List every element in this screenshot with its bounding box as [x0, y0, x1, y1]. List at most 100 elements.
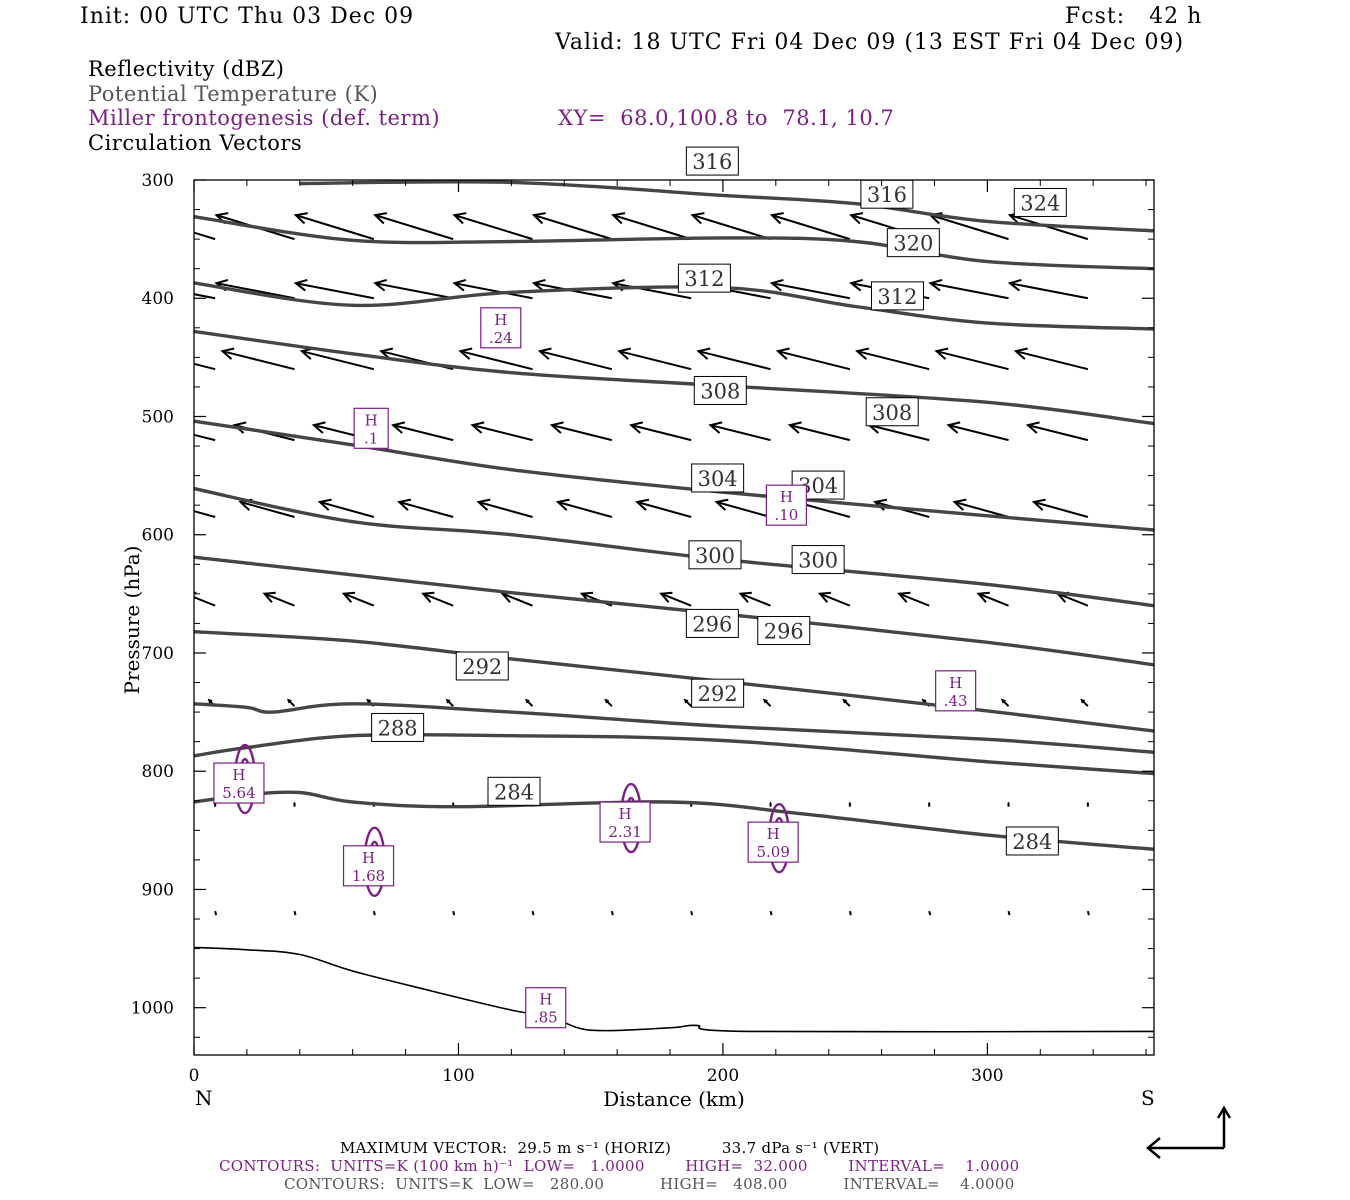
circulation-vector	[898, 592, 930, 607]
vector-arrowhead	[611, 212, 626, 225]
circulation-vector	[472, 424, 533, 442]
vector-arrowhead	[1007, 801, 1010, 806]
vector-arrowhead	[397, 498, 412, 511]
y-tick-label: 1000	[131, 999, 174, 1019]
frontogenesis-max-box	[935, 670, 977, 712]
vector-stub	[531, 910, 535, 916]
circulation-vector	[740, 592, 771, 607]
frontogenesis-max-value: .10	[774, 506, 798, 524]
circulation-vector	[856, 350, 930, 371]
forecast-hour: Fcst: 42 h	[1065, 4, 1203, 29]
frontogenesis-max-box	[747, 821, 799, 863]
vector-arrowhead	[137, 213, 149, 223]
vector-arrowhead	[161, 500, 173, 511]
circulation-vector	[551, 424, 613, 442]
circulation-vector	[454, 214, 533, 241]
x-end-label-south: S	[1141, 1086, 1155, 1110]
circulation-vector	[194, 293, 216, 300]
y-tick-label: 800	[142, 762, 174, 782]
circulation-vector	[240, 501, 295, 518]
y-axis-label: Pressure (hPa)	[120, 546, 144, 695]
vector-arrowhead	[952, 498, 967, 511]
vector-stub	[1007, 910, 1011, 916]
frontogenesis-max-letter: H	[539, 991, 552, 1009]
circulation-vector	[692, 214, 771, 241]
theta-label: 292	[698, 682, 738, 706]
vector-arrowhead	[311, 421, 326, 434]
circulation-vector	[716, 501, 771, 518]
vector-stub	[452, 910, 456, 916]
theta-label: 296	[692, 612, 732, 636]
vector-arrowhead	[817, 591, 832, 603]
vector-arrowhead	[379, 347, 394, 360]
circulation-vector	[478, 501, 533, 518]
frontogenesis-max-value: 5.09	[756, 843, 789, 861]
circulation-vector	[295, 214, 375, 241]
vector-arrowhead	[293, 278, 308, 292]
circulation-vector	[1057, 592, 1089, 607]
circulation-vector	[374, 282, 454, 300]
circulation-vector	[460, 350, 533, 371]
circulation-vector	[454, 282, 533, 300]
legend-potential-temperature: Potential Temperature (K)	[88, 82, 379, 106]
theta-label: 324	[1020, 191, 1060, 215]
circulation-vector	[613, 282, 692, 300]
circulation-vector	[194, 596, 216, 607]
theta-label-box	[886, 228, 940, 258]
footer-max-vector: MAXIMUM VECTOR: 29.5 m s⁻¹ (HORIZ) 33.7 …	[340, 1139, 880, 1157]
x-tick-label: 300	[971, 1066, 1003, 1086]
frontogenesis-max-value: 1.68	[352, 867, 385, 885]
frontogenesis-max-box	[599, 801, 651, 843]
frontogenesis-max-letter: H	[780, 488, 793, 506]
y-tick-label: 700	[142, 644, 174, 664]
vector-arrowhead	[452, 212, 467, 225]
theta-label-box	[688, 540, 742, 570]
vector-arrowhead	[604, 698, 610, 704]
vector-arrowhead	[537, 347, 552, 360]
theta-label-box	[487, 776, 541, 806]
vector-arrowhead	[714, 498, 729, 511]
theta-label: 284	[494, 780, 534, 804]
circulation-vector	[636, 501, 692, 518]
vector-arrowhead	[421, 591, 435, 603]
vector-stub	[690, 910, 694, 916]
vector-arrowhead	[220, 347, 235, 360]
theta-label-box	[677, 263, 731, 293]
vector-arrowhead	[391, 421, 406, 434]
circulation-vector	[936, 350, 1009, 371]
theta-label: 304	[698, 467, 738, 491]
circulation-vector	[295, 282, 375, 300]
frontogenesis-max-box	[342, 845, 395, 887]
theta-label-box	[691, 678, 745, 708]
vector-arrowhead	[1007, 278, 1022, 292]
circulation-vector	[502, 592, 533, 607]
frontogenesis-max-box	[525, 987, 567, 1029]
theta-contour-288	[194, 732, 1154, 776]
y-tick-label: 400	[142, 289, 174, 309]
vector-arrowhead	[775, 347, 790, 360]
circulation-vector	[710, 424, 771, 442]
footer-contours-frontogenesis: CONTOURS: UNITS=K (100 km h)⁻¹ LOW= 1.00…	[219, 1157, 1020, 1175]
theta-label-box	[791, 545, 845, 575]
frontogenesis-max-box	[353, 407, 389, 449]
vector-arrowhead	[524, 698, 530, 704]
circulation-vector	[954, 501, 1009, 518]
theta-label-box	[685, 146, 739, 176]
vector-arrowhead	[928, 278, 943, 292]
vector-arrowhead	[207, 698, 213, 704]
circulation-vector	[392, 424, 454, 442]
circulation-vector	[612, 214, 692, 241]
vector-arrowhead	[927, 801, 931, 806]
frontogenesis-max-value: .24	[489, 329, 513, 347]
theta-contour-284	[194, 790, 1154, 851]
vector-arrowhead	[842, 698, 848, 704]
frontogenesis-max-letter: H	[232, 766, 245, 784]
vector-arrowhead	[1086, 801, 1090, 806]
circulation-vector	[1015, 350, 1089, 371]
frontogenesis-max-value: .43	[944, 692, 968, 710]
vector-stub	[848, 910, 852, 916]
vector-stub	[214, 910, 218, 916]
circulation-vector	[777, 350, 851, 371]
theta-label-box	[685, 608, 739, 638]
